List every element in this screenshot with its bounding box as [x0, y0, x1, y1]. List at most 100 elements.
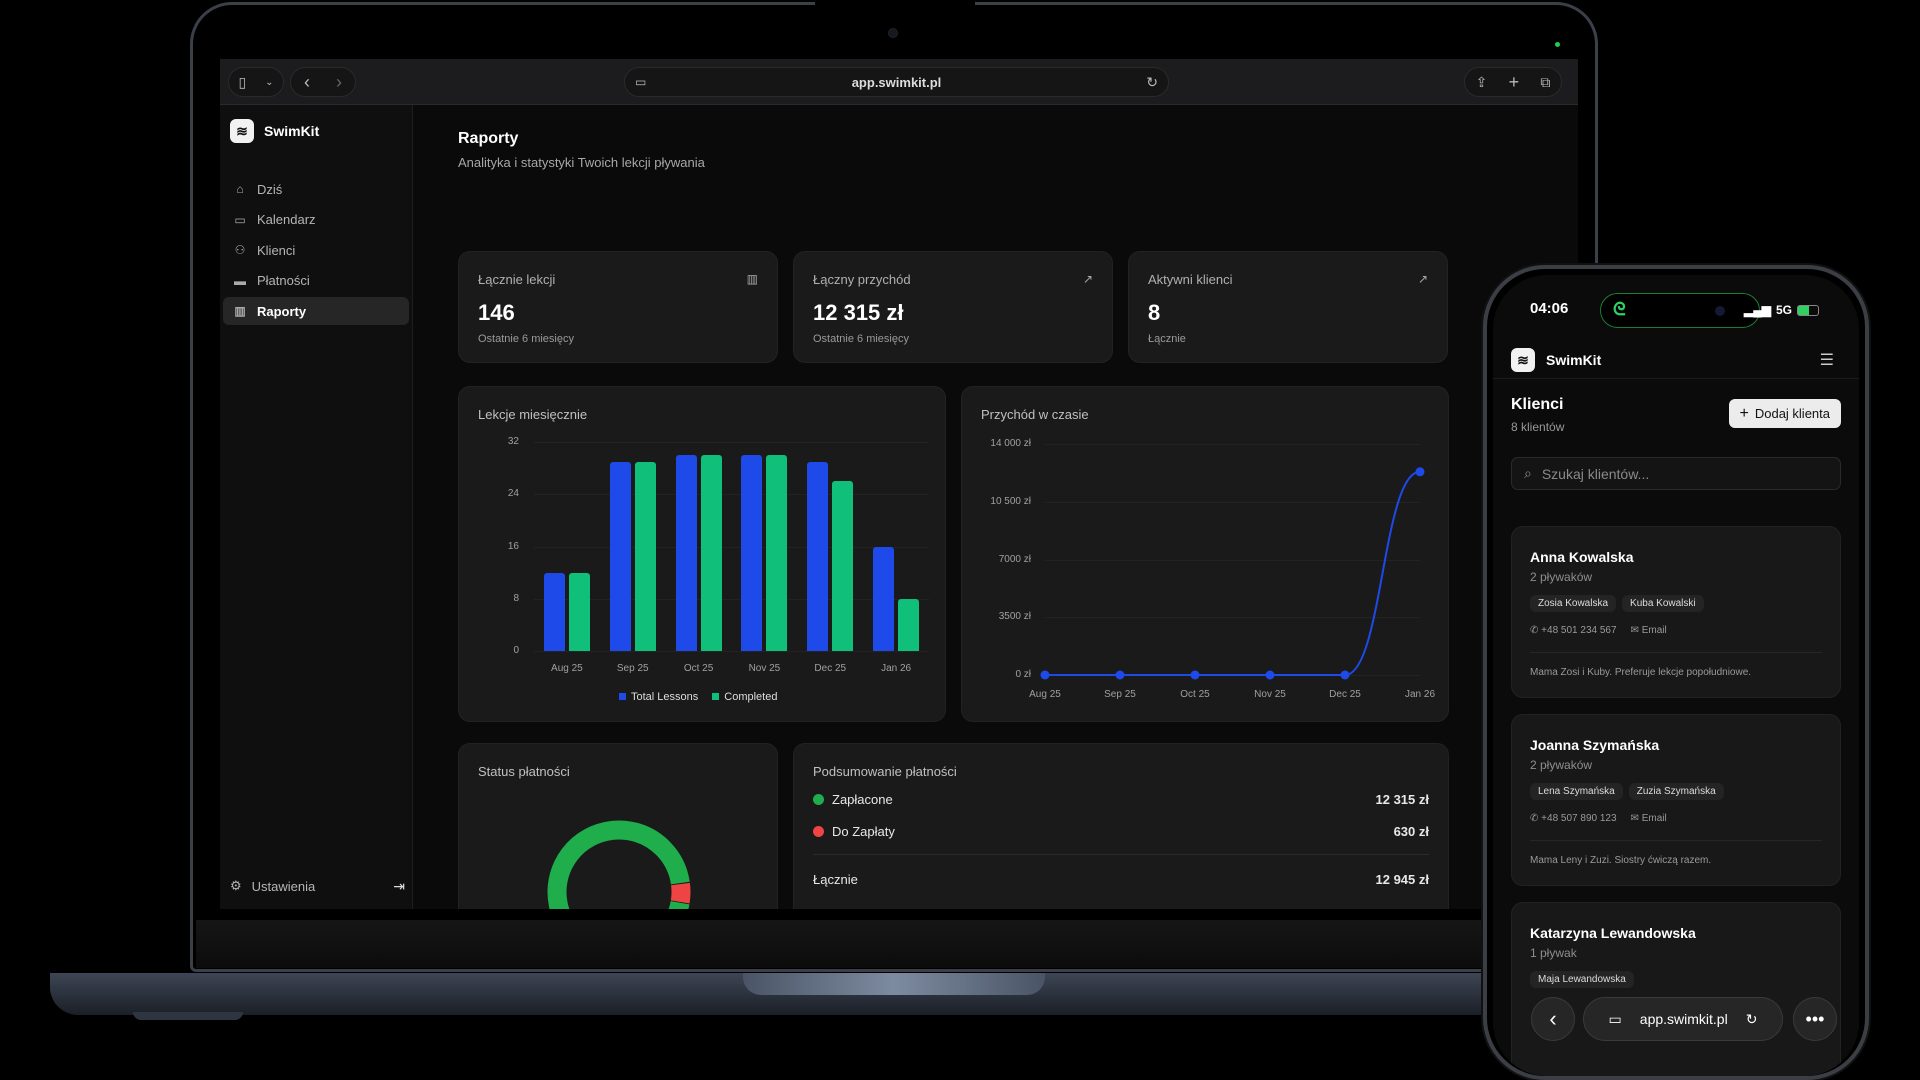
- settings-link[interactable]: Ustawienia: [251, 878, 316, 894]
- credit-card-icon: ▬: [234, 273, 246, 288]
- stat-value: 12 315 zł: [813, 300, 904, 325]
- contact-row: ✆ +48 501 234 567 ✉ Email: [1530, 625, 1667, 636]
- signal-icon: ▂▄▆: [1744, 303, 1771, 317]
- dynamic-island: ᘓ: [1600, 293, 1760, 328]
- share-icon[interactable]: ⇪: [1475, 73, 1488, 90]
- laptop-groove: [743, 973, 1045, 995]
- chevron-down-icon[interactable]: ⌄: [265, 76, 274, 88]
- donut-segment[interactable]: [547, 820, 691, 909]
- plus-icon[interactable]: +: [1508, 71, 1520, 92]
- bar-completed[interactable]: [832, 481, 854, 651]
- chart-title: Podsumowanie płatności: [813, 764, 957, 779]
- client-swimmers: 2 pływaków: [1530, 570, 1593, 584]
- data-point[interactable]: [1190, 670, 1200, 680]
- clients-count: 8 klientów: [1511, 420, 1565, 434]
- x-tick: Jan 26: [1404, 689, 1436, 700]
- data-point[interactable]: [1115, 670, 1125, 680]
- brand-name: SwimKit: [1546, 352, 1602, 368]
- add-client-button[interactable]: + Dodaj klienta: [1728, 399, 1841, 428]
- bar-total-lessons[interactable]: [807, 461, 829, 651]
- search-input[interactable]: ⌕ Szukaj klientów...: [1511, 457, 1841, 490]
- laptop-screen: ▯ ⌄ ‹ › ▭ app.swimkit.pl ↻ ⇪ + ⧉ ≋ SwimK…: [220, 59, 1578, 909]
- bar-completed[interactable]: [634, 461, 656, 651]
- sidebar-item-label: Klienci: [257, 242, 296, 258]
- gridline: [534, 546, 929, 548]
- bar-completed[interactable]: [898, 598, 920, 651]
- client-card[interactable]: Anna Kowalska 2 pływaków Zosia Kowalska …: [1511, 526, 1841, 698]
- total-label: Łącznie: [813, 872, 858, 887]
- sidebar-item-dzis[interactable]: ⌂ Dziś: [223, 175, 409, 203]
- data-point[interactable]: [1040, 670, 1050, 680]
- link-activity-icon: ᘓ: [1613, 299, 1626, 319]
- sidebar-item-platnosci[interactable]: ▬ Płatności: [223, 267, 409, 295]
- back-icon[interactable]: ‹: [304, 71, 310, 92]
- reload-icon: ↻: [1745, 1010, 1758, 1027]
- bar-completed[interactable]: [700, 455, 722, 651]
- bar-total-lessons[interactable]: [543, 572, 565, 651]
- phone-number: +48 507 890 123: [1541, 813, 1617, 824]
- swimmer-tags: Zosia Kowalska Kuba Kowalski: [1530, 595, 1704, 612]
- back-button[interactable]: ‹: [1531, 997, 1575, 1041]
- chart-title: Przychód w czasie: [981, 407, 1089, 422]
- mail-icon: ✉: [1630, 813, 1642, 824]
- email-link[interactable]: ✉ Email: [1631, 625, 1667, 636]
- calendar-icon: ▭: [234, 212, 246, 227]
- stat-sub: Ostatnie 6 miesięcy: [813, 333, 909, 345]
- phone-address-bar[interactable]: ▭ app.swimkit.pl ↻: [1583, 997, 1783, 1041]
- payment-status-card: Status płatności: [458, 743, 778, 909]
- url-text[interactable]: app.swimkit.pl: [851, 74, 942, 90]
- gridline: [1045, 559, 1420, 561]
- chart-legend: Total Lessons Completed: [619, 691, 777, 703]
- stat-card-revenue: Łączny przychód ↗ 12 315 zł Ostatnie 6 m…: [793, 251, 1113, 363]
- plus-icon: +: [1739, 404, 1749, 422]
- bar-total-lessons[interactable]: [609, 461, 631, 651]
- swimmer-tag: Kuba Kowalski: [1622, 595, 1704, 612]
- sidebar-item-kalendarz[interactable]: ▭ Kalendarz: [223, 206, 409, 234]
- battery-charging-icon: [1797, 304, 1819, 316]
- address-bar[interactable]: ▭ app.swimkit.pl ↻: [624, 67, 1169, 97]
- stat-sub: Ostatnie 6 miesięcy: [478, 333, 574, 345]
- back-icon: ‹: [1549, 1006, 1557, 1031]
- sidebar: ≋ SwimKit ⌂ Dziś ▭ Kalendarz ⚇ Klienci ▬ Pła…: [220, 105, 413, 909]
- gear-icon[interactable]: ⚙: [230, 878, 242, 893]
- forward-icon[interactable]: ›: [336, 71, 342, 92]
- email-link[interactable]: ✉ Email: [1631, 813, 1667, 824]
- data-point[interactable]: [1415, 467, 1425, 477]
- more-button[interactable]: •••: [1793, 997, 1837, 1041]
- sidebar-toggle-icon[interactable]: ▯: [238, 73, 247, 90]
- page-icon[interactable]: ▭: [635, 75, 647, 89]
- trending-up-icon: ↗: [1417, 272, 1428, 286]
- summary-row-due: Do Zapłaty 630 zł: [813, 824, 1429, 839]
- swimmer-tag: Maja Lewandowska: [1530, 971, 1634, 988]
- brand[interactable]: ≋ SwimKit: [230, 119, 319, 143]
- bar-total-lessons[interactable]: [741, 455, 763, 651]
- payment-summary-card: Podsumowanie płatności Zapłacone 12 315 …: [793, 743, 1449, 909]
- sidebar-item-raporty[interactable]: ▥ Raporty: [223, 297, 409, 326]
- data-point[interactable]: [1265, 670, 1275, 680]
- client-card[interactable]: Joanna Szymańska 2 pływaków Lena Szymańs…: [1511, 714, 1841, 886]
- waves-logo-icon: ≋: [1511, 348, 1535, 372]
- bar-total-lessons[interactable]: [675, 455, 697, 651]
- y-tick: 0: [513, 645, 519, 656]
- logout-icon[interactable]: ⇥: [393, 877, 405, 894]
- data-point[interactable]: [1340, 670, 1350, 680]
- summary-row-total: Łącznie 12 945 zł: [813, 872, 1429, 887]
- bar-total-lessons[interactable]: [873, 546, 895, 651]
- bar-completed[interactable]: [766, 455, 788, 651]
- reload-icon[interactable]: ↻: [1146, 73, 1158, 90]
- phone-link[interactable]: ✆ +48 507 890 123: [1530, 813, 1617, 824]
- sidebar-item-klienci[interactable]: ⚇ Klienci: [223, 236, 409, 264]
- sidebar-toggle-group[interactable]: ▯ ⌄: [228, 67, 284, 97]
- legend-item[interactable]: Completed: [712, 691, 777, 703]
- brand-name: SwimKit: [264, 123, 320, 139]
- legend-item[interactable]: Total Lessons: [619, 691, 698, 703]
- client-card[interactable]: Katarzyna Lewandowska 1 pływak Maja Lewa…: [1511, 902, 1841, 1076]
- page-icon: ▭: [1608, 1010, 1622, 1027]
- phone-link[interactable]: ✆ +48 501 234 567: [1530, 625, 1617, 636]
- phone-brand[interactable]: ≋ SwimKit: [1511, 348, 1601, 372]
- bar-completed[interactable]: [568, 572, 590, 651]
- gridline: [1045, 617, 1420, 619]
- hamburger-menu-icon[interactable]: ☰: [1819, 352, 1834, 369]
- tabs-icon[interactable]: ⧉: [1540, 73, 1551, 90]
- x-tick: Nov 25: [748, 663, 781, 674]
